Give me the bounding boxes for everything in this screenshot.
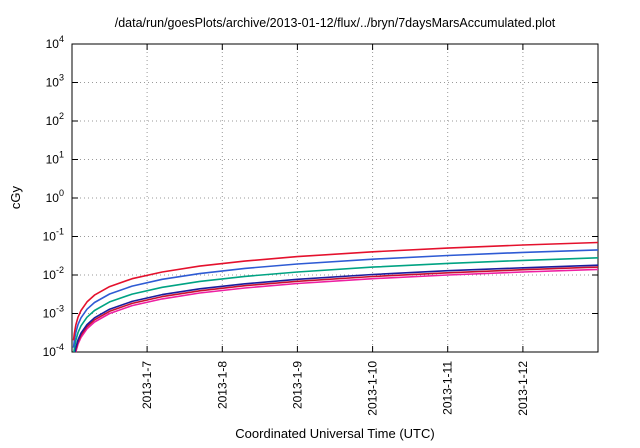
y-tick-label: 10-4	[43, 342, 64, 359]
x-tick-label: 2013-1-11	[441, 361, 455, 415]
y-tick-label: 101	[46, 150, 64, 167]
chart-title: /data/run/goesPlots/archive/2013-01-12/f…	[114, 16, 556, 30]
y-tick-label: 103	[46, 73, 64, 90]
y-tick-label: 10-2	[43, 265, 64, 282]
x-tick-label: 2013-1-12	[516, 361, 530, 416]
series-line-magenta	[75, 268, 599, 353]
y-tick-label: 10-3	[43, 304, 64, 321]
y-tick-label: 10-1	[43, 227, 64, 244]
x-tick-label: 2013-1-8	[215, 361, 229, 409]
plot-frame	[71, 43, 599, 353]
series-line-blue	[72, 249, 599, 348]
y-tick-label: 104	[46, 34, 64, 51]
series-line-teal	[73, 257, 599, 353]
y-axis-label: cGy	[8, 185, 24, 210]
x-tick-label: 2013-1-7	[140, 361, 154, 409]
y-tick-label: 100	[46, 188, 64, 205]
series-line-red	[72, 241, 599, 341]
x-axis-label: Coordinated Universal Time (UTC)	[235, 426, 435, 441]
y-tick-label: 102	[46, 111, 64, 128]
x-tick-label: 2013-1-9	[290, 361, 304, 409]
x-tick-label: 2013-1-10	[366, 361, 380, 416]
series-line-crimson	[74, 266, 599, 353]
series-line-navy	[74, 264, 599, 353]
